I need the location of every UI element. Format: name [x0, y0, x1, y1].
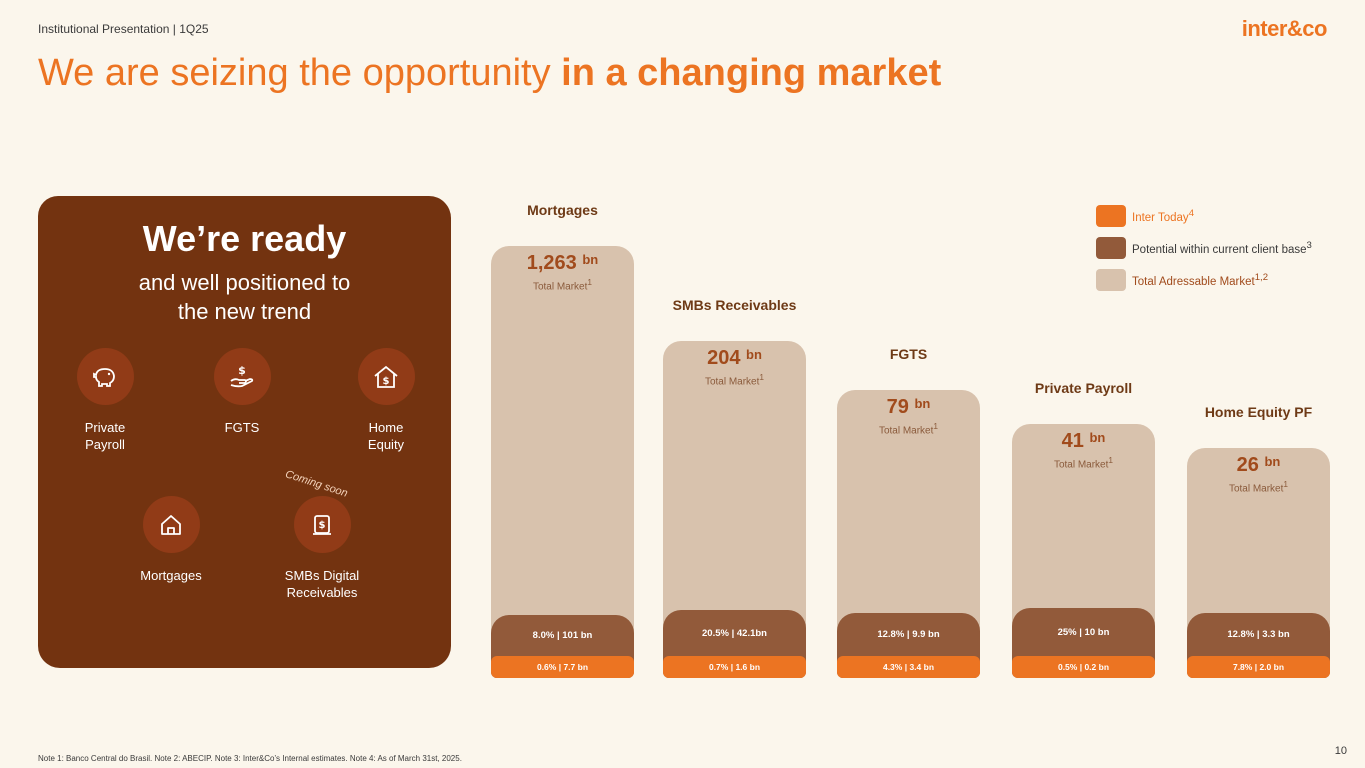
inter-today-bar: 4.3% | 3.4 bn	[837, 655, 980, 678]
category-label: Private Payroll	[1034, 380, 1133, 397]
inter-today-bar: 7.8% | 2.0 bn	[1187, 655, 1330, 678]
footnote: Note 1: Banco Central do Brasil. Note 2:…	[38, 754, 462, 763]
panel-subtitle-line2: the new trend	[177, 299, 312, 324]
total-value: 1,263	[526, 251, 583, 274]
product-smbs-digital-receivables: $ SMBs Digital Receivables	[252, 496, 392, 601]
total-market-sup: 1	[1108, 455, 1114, 466]
title-bold: in a changing market	[561, 52, 942, 94]
product-label-line1: SMBs Digital	[284, 568, 360, 583]
potential-label: 8.0% | 101 bn	[532, 630, 593, 642]
slide-title: We are seizing the opportunity in a chan…	[38, 52, 941, 95]
inter-today-bar: 0.6% | 7.7 bn	[491, 655, 634, 678]
page-number: 10	[1334, 745, 1347, 757]
total-unit: bn	[582, 251, 599, 267]
product-label-line1: FGTS	[224, 420, 260, 435]
product-label-line1: Mortgages	[140, 568, 202, 583]
total-market-bar: 1,263 bn Total Market1 8.0% | 101 bn 0.6% |…	[491, 245, 634, 678]
category-label: FGTS	[889, 346, 928, 363]
total-market-label: 204 bn Total Market1	[663, 347, 806, 387]
total-market-caption: Total Market1	[1053, 455, 1114, 471]
product-label-line2: Payroll	[85, 437, 125, 452]
piggy-bank-icon	[76, 348, 134, 405]
total-market-sup: 1	[1283, 479, 1289, 490]
category-label: Home Equity PF	[1204, 404, 1313, 421]
legend-label: Total Adressable Market1,2	[1132, 272, 1268, 288]
total-value: 79	[886, 396, 915, 419]
legend-item-total-market: Total Adressable Market1,2	[1096, 269, 1312, 291]
legend-swatch	[1096, 237, 1126, 259]
legend-label-text: Total Adressable Market	[1132, 275, 1255, 288]
product-label-line2: Equity	[367, 437, 405, 452]
total-market-bar: 79 bn Total Market1 12.8% | 9.9 bn 4.3% | 3…	[837, 390, 980, 678]
total-value: 41	[1061, 430, 1090, 453]
legend-label-sup: 4	[1188, 208, 1195, 220]
inter-today-bar: 0.7% | 1.6 bn	[663, 655, 806, 678]
total-market-caption: Total Market1	[704, 371, 765, 388]
total-market-label: 41 bn Total Market1	[1012, 430, 1155, 470]
ready-panel: We’re ready and well positioned to the n…	[38, 196, 451, 668]
legend-label: Potential within current client base3	[1132, 240, 1312, 256]
product-label-line1: Home	[368, 420, 404, 435]
house-icon	[142, 496, 200, 553]
panel-subtitle-line1: and well positioned to	[138, 270, 351, 295]
receivable-doc-icon: $	[293, 496, 351, 553]
category-label: SMBs Receivables	[672, 296, 797, 313]
panel-title: We’re ready	[142, 218, 347, 259]
product-label-line2: Receivables	[286, 585, 358, 600]
svg-text:$: $	[319, 520, 326, 531]
total-market-caption: Total Market1	[532, 276, 593, 293]
legend-item-potential: Potential within current client base3	[1096, 237, 1312, 259]
total-market-caption: Total Market1	[878, 421, 939, 437]
total-market-caption: Total Market1	[1228, 479, 1289, 495]
inter-co-logo: inter&co	[1241, 16, 1328, 41]
total-market-bar: 204 bn Total Market1 20.5% | 42.1bn 0.7% | …	[663, 340, 806, 678]
product-fgts: $ FGTS	[172, 348, 312, 436]
inter-today-bar: 0.5% | 0.2 bn	[1012, 655, 1155, 678]
total-market-label: 26 bn Total Market1	[1187, 454, 1330, 494]
total-unit: bn	[1089, 430, 1106, 446]
svg-text:$: $	[238, 364, 246, 377]
home-money-icon: $	[357, 348, 415, 405]
panel-subtitle: and well positioned to the new trend	[38, 268, 451, 326]
potential-label: 12.8% | 9.9 bn	[877, 629, 940, 641]
total-market-label: 1,263 bn Total Market1	[491, 252, 634, 292]
legend-label-sup: 3	[1306, 240, 1312, 252]
potential-label: 20.5% | 42.1bn	[702, 627, 767, 639]
product-home-equity: $ Home Equity	[316, 348, 456, 453]
total-value: 26	[1236, 454, 1265, 477]
total-market-sup: 1	[933, 421, 939, 432]
potential-label: 25% | 10 bn	[1057, 626, 1110, 638]
total-market-sup: 1	[759, 371, 765, 382]
product-mortgages: Mortgages	[101, 496, 241, 584]
total-market-bar: 26 bn Total Market1 12.8% | 3.3 bn 7.8% | 2…	[1187, 448, 1330, 678]
total-market-sup: 1	[587, 276, 593, 287]
coming-soon-label: Coming soon	[283, 468, 350, 500]
legend-label-text: Inter Today	[1132, 211, 1189, 224]
total-market-label: 79 bn Total Market1	[837, 396, 980, 436]
chart-legend: Inter Today4 Potential within current cl…	[1096, 205, 1312, 301]
presentation-label: Institutional Presentation | 1Q25	[38, 22, 209, 36]
legend-label: Inter Today4	[1132, 208, 1194, 224]
total-value: 204	[707, 346, 747, 369]
legend-swatch	[1096, 269, 1126, 291]
product-label-line1: Private	[84, 420, 126, 435]
total-unit: bn	[746, 346, 762, 362]
potential-label: 12.8% | 3.3 bn	[1227, 629, 1290, 641]
total-unit: bn	[1264, 454, 1281, 470]
total-unit: bn	[914, 396, 931, 412]
legend-item-inter-today: Inter Today4	[1096, 205, 1312, 227]
legend-label-sup: 1,2	[1254, 272, 1269, 284]
total-market-bar: 41 bn Total Market1 25% | 10 bn 0.5% | 0.2 …	[1012, 424, 1155, 678]
legend-swatch	[1096, 205, 1126, 227]
title-regular: We are seizing the opportunity	[38, 52, 562, 94]
legend-label-text: Potential within current client base	[1132, 243, 1307, 256]
hand-money-icon: $	[213, 348, 271, 405]
svg-text:$: $	[383, 376, 390, 387]
category-label: Mortgages	[527, 201, 598, 218]
product-private-payroll: Private Payroll	[35, 348, 175, 453]
